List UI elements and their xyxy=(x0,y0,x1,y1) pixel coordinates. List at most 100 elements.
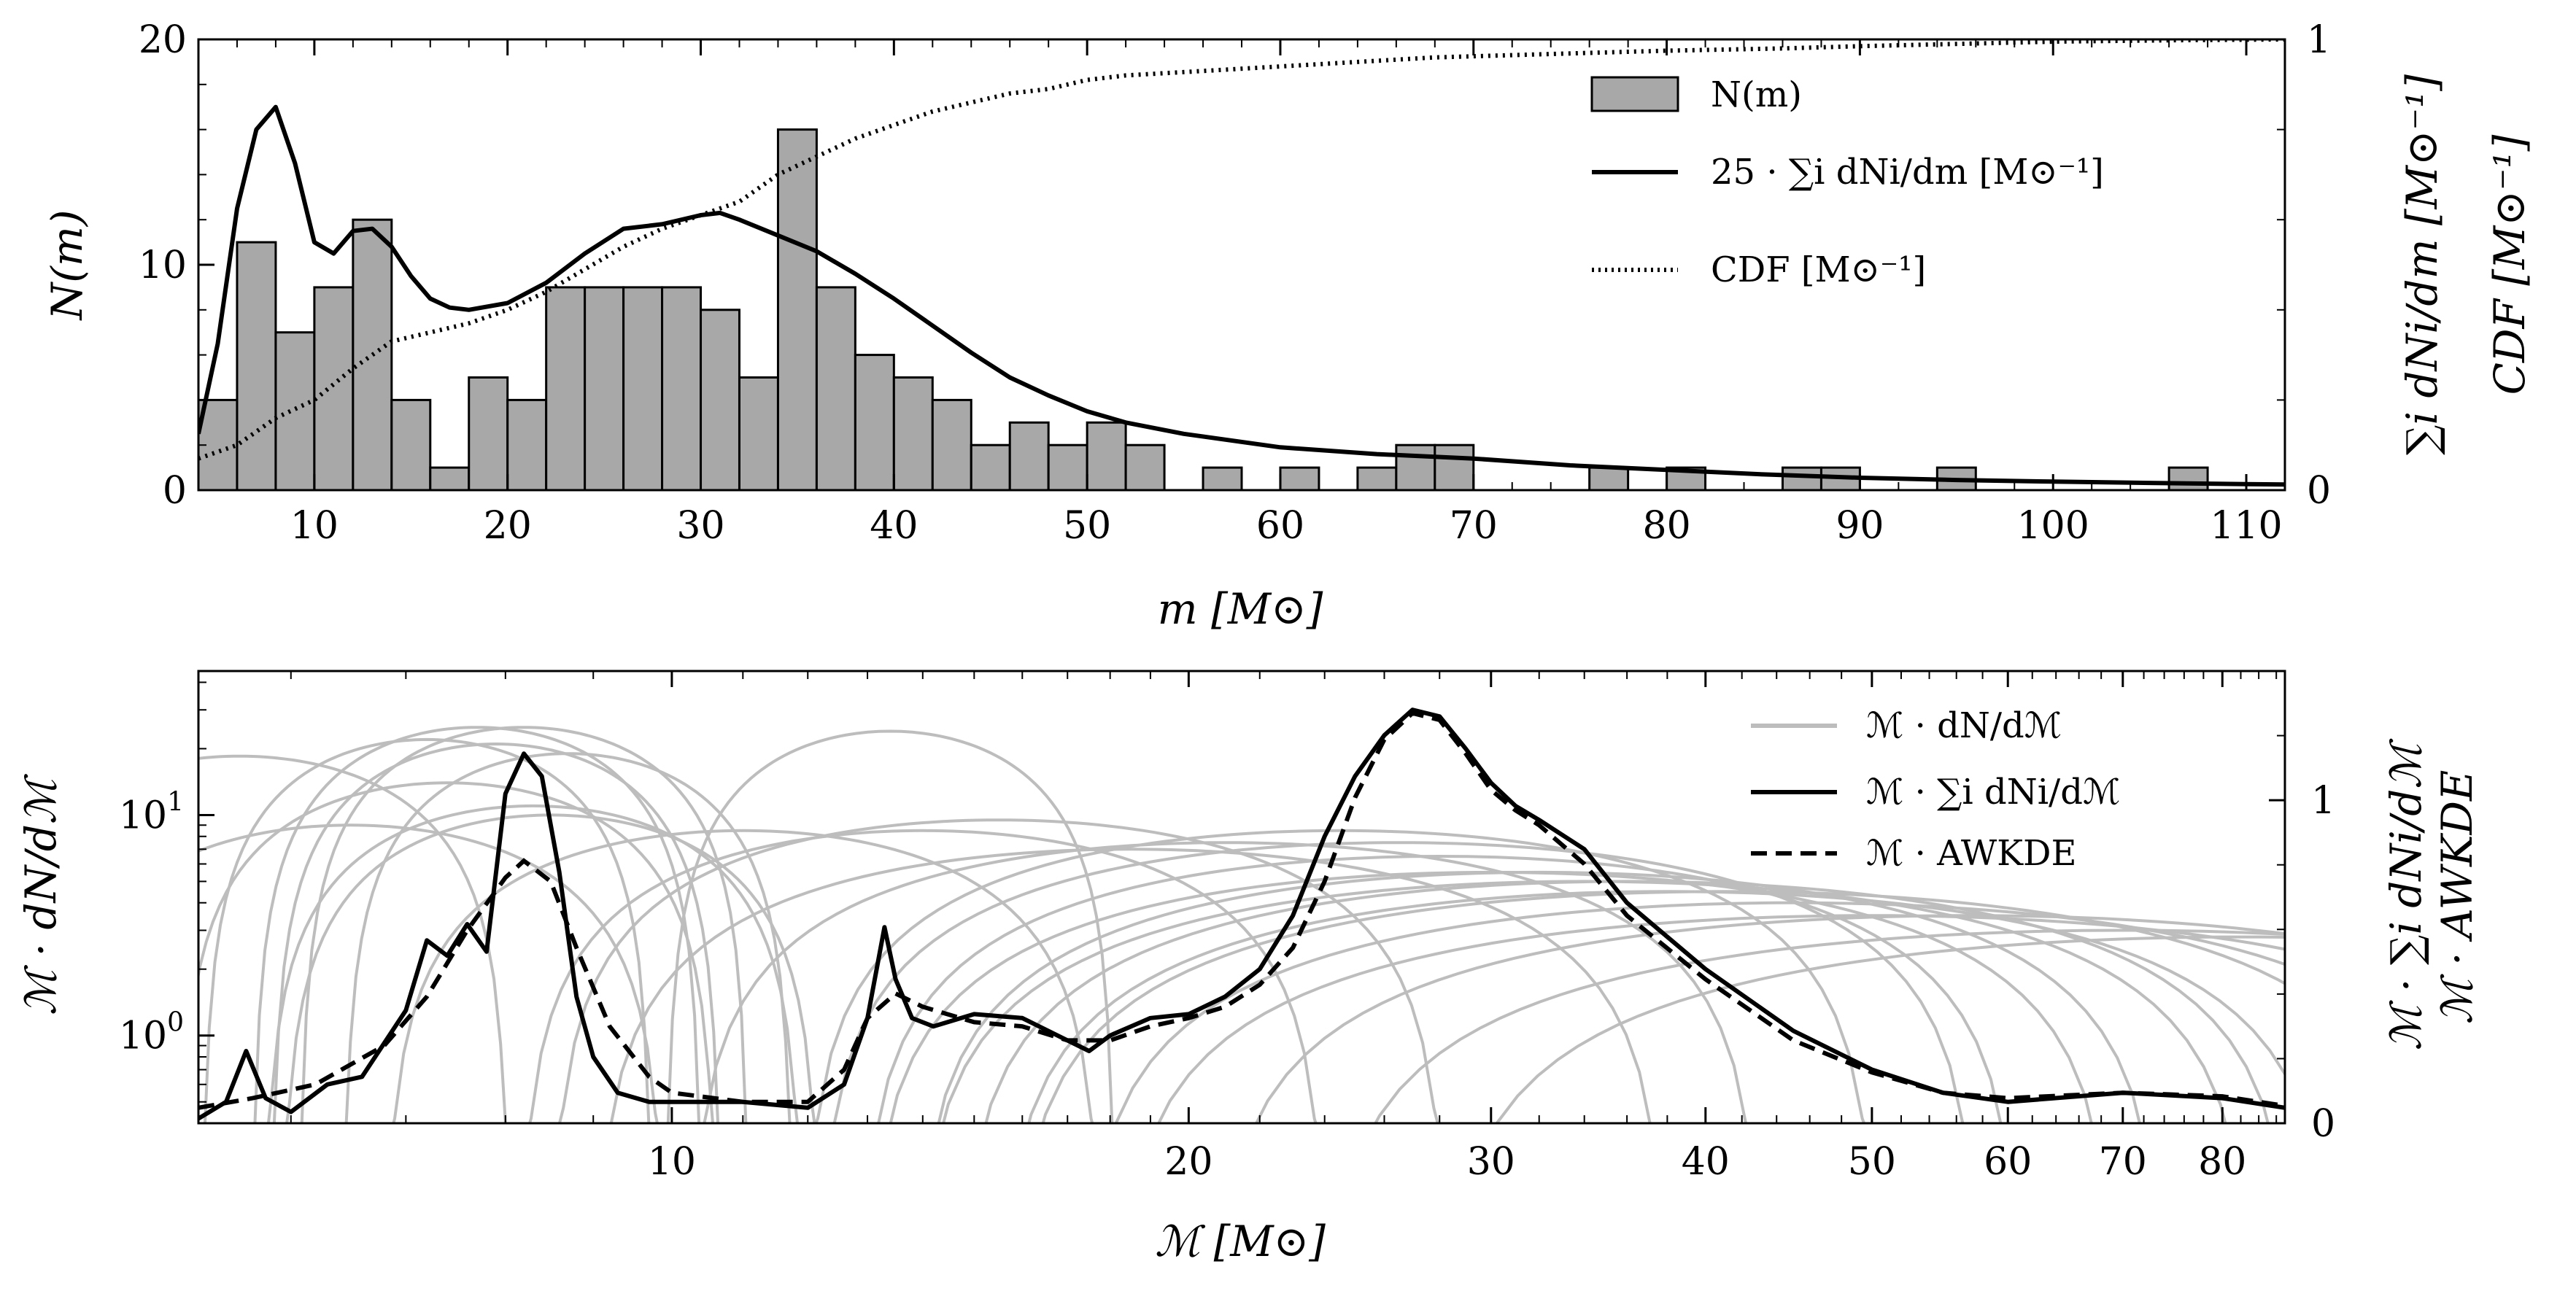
individual-peak-curve xyxy=(1114,901,2285,1123)
x-tick-label: 70 xyxy=(1450,504,1498,548)
y-tick-label: 0 xyxy=(163,469,187,513)
y-right-tick-label: 0 xyxy=(2311,1102,2335,1146)
histogram-bar xyxy=(584,286,625,490)
individual-peak-curve xyxy=(937,870,2141,1123)
x-tick-label: 100 xyxy=(2017,504,2089,548)
x-tick-label: 70 xyxy=(2099,1140,2147,1184)
legend-label-bars: N(m) xyxy=(1711,74,1802,115)
individual-peak-curve xyxy=(203,737,651,1123)
y-right-tick-label: 1 xyxy=(2307,18,2331,62)
y-tick-label: 10 xyxy=(139,244,187,287)
bottom-lines xyxy=(198,707,2285,1121)
x-tick-label: 10 xyxy=(290,504,339,548)
y-right-tick-label: 1 xyxy=(2311,779,2335,823)
legend-label-dotted: CDF [M⊙⁻¹] xyxy=(1711,249,1926,290)
histogram-bar xyxy=(313,286,355,490)
histogram-bar xyxy=(1008,421,1050,490)
x-tick-label: 20 xyxy=(1164,1140,1212,1184)
x-tick-label: 40 xyxy=(870,504,918,548)
histogram-bar xyxy=(352,218,393,490)
top-legend: N(m) 25 · ∑i dNi/dm [M⊙⁻¹] CDF [M⊙⁻¹] xyxy=(1590,74,2104,290)
x-tick-label: 60 xyxy=(1984,1140,2032,1184)
histogram-bar xyxy=(815,286,856,490)
histogram-bar xyxy=(506,398,548,490)
bottom-right-axis-label-2: ℳ · AWKDE xyxy=(2432,770,2482,1025)
histogram-bar xyxy=(1124,443,1166,490)
histogram-bar xyxy=(970,443,1011,490)
histogram-bar xyxy=(1434,443,1475,490)
x-tick-label: 40 xyxy=(1682,1140,1730,1184)
sum-dNi-dm-line xyxy=(198,104,2285,487)
legend-label-solid: 25 · ∑i dNi/dm [M⊙⁻¹] xyxy=(1711,152,2104,193)
bottom-legend: ℳ · dN/dℳ ℳ · ∑i dNi/dℳ ℳ · AWKDE xyxy=(1751,705,2120,874)
top-axis-ticks: 10 20 30 40 50 60 70 80 90 100 110 0 10 20 0 1 xyxy=(139,18,2331,548)
legend-label-gray: ℳ · dN/dℳ xyxy=(1866,705,2062,746)
awkde-line xyxy=(198,710,2285,1110)
x-tick-label: 110 xyxy=(2210,504,2282,548)
top-y-axis-label: N(m) xyxy=(42,209,92,321)
x-tick-label: 50 xyxy=(1063,504,1111,548)
histogram-bar xyxy=(1781,466,1822,490)
individual-peak-curve xyxy=(1495,935,2285,1123)
top-right-axis-label-1: ∑i dNi/dm [M⊙⁻¹] xyxy=(2397,74,2447,455)
histogram-bar xyxy=(236,241,277,490)
histogram-bar xyxy=(274,331,316,490)
x-tick-label: 10 xyxy=(648,1140,696,1184)
y-tick-label: 100 xyxy=(119,1008,184,1058)
legend-swatch-bars xyxy=(1590,76,1679,112)
individual-peak-curve xyxy=(984,880,2270,1123)
x-tick-label: 90 xyxy=(1836,504,1884,548)
histogram-bar xyxy=(700,309,740,490)
individual-peak-curve xyxy=(877,854,2003,1123)
y-tick-label: 20 xyxy=(139,18,187,62)
individual-peak-curve xyxy=(609,848,1652,1123)
x-tick-label: 20 xyxy=(484,504,532,548)
legend-label-dashed: ℳ · AWKDE xyxy=(1866,833,2077,874)
individual-peak-curve xyxy=(272,742,720,1123)
top-panel: 10 20 30 40 50 60 70 80 90 100 110 0 10 20 0 1 m [M⊙] N… xyxy=(42,18,2534,634)
individual-peak-curve xyxy=(344,752,792,1123)
histogram-bar xyxy=(1395,443,1436,490)
histogram-bar xyxy=(2167,466,2209,490)
individual-peak-curve xyxy=(557,818,1439,1123)
individual-peak-curve xyxy=(392,829,1094,1123)
x-tick-label: 80 xyxy=(1643,504,1691,548)
x-tick-label: 30 xyxy=(676,504,724,548)
cdf-line xyxy=(198,39,2285,461)
top-x-axis-label: m [M⊙] xyxy=(1158,584,1323,634)
individual-peak-curve xyxy=(666,729,1114,1123)
individual-peak-curve xyxy=(198,754,507,1123)
legend-label-solid-bottom: ℳ · ∑i dNi/dℳ xyxy=(1866,772,2120,813)
histogram-bars xyxy=(198,128,2209,490)
histogram-bar xyxy=(931,398,972,490)
histogram-bar xyxy=(545,286,587,490)
individual-peak-curve xyxy=(527,829,1318,1123)
individual-peak-curve xyxy=(814,829,1866,1123)
histogram-bar xyxy=(1356,466,1398,490)
individual-peak-curve xyxy=(1254,914,2285,1123)
bottom-x-axis-label: ℳ [M⊙] xyxy=(1155,1217,1326,1266)
bottom-plot-frame xyxy=(197,670,2286,1125)
individual-peak-curve xyxy=(1374,928,2285,1123)
individual-peak-curve xyxy=(703,841,1748,1123)
histogram-bar xyxy=(468,376,509,490)
individual-peak-curve xyxy=(198,781,715,1123)
histogram-bar xyxy=(1202,466,1243,490)
top-right-axis-label-2: CDF [M⊙⁻¹] xyxy=(2485,134,2534,395)
y-right-tick-label: 0 xyxy=(2307,469,2331,513)
individual-peak-curve xyxy=(198,823,659,1123)
x-tick-label: 50 xyxy=(1848,1140,1896,1184)
individual-peak-curve xyxy=(300,726,748,1123)
histogram-bar xyxy=(390,398,432,490)
histogram-bar xyxy=(738,376,779,490)
x-tick-label: 80 xyxy=(2198,1140,2246,1184)
sum-dNi-dM-line xyxy=(198,707,2285,1121)
bottom-right-axis-label-1: ℳ · ∑i dNi/dℳ xyxy=(2381,738,2431,1051)
individual-peak-curve xyxy=(1156,914,2285,1123)
y-tick-label: 101 xyxy=(119,787,184,837)
x-tick-label: 60 xyxy=(1256,504,1304,548)
histogram-bar xyxy=(622,286,664,490)
